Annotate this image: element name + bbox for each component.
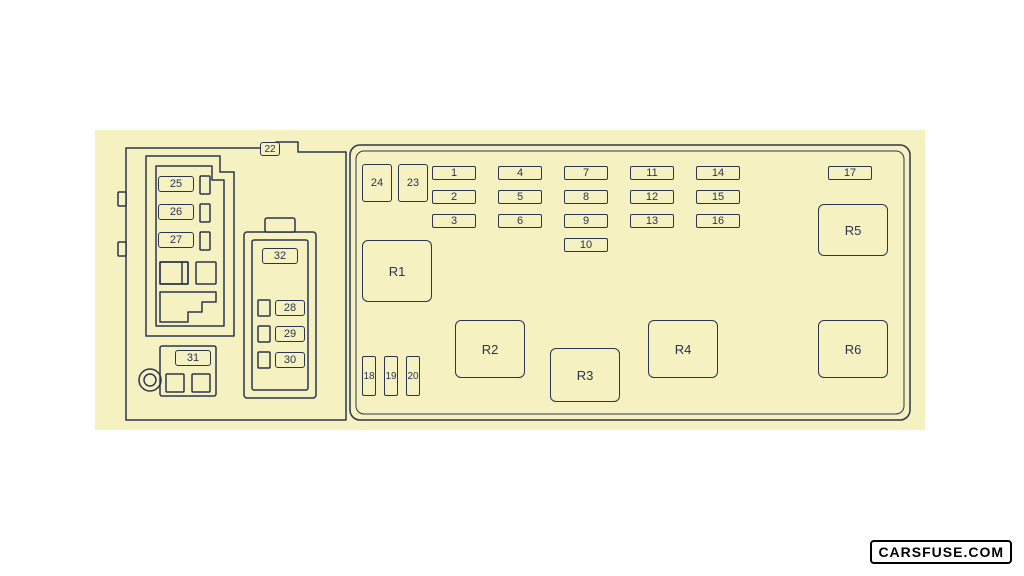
fuse-17: 17 [828,166,872,180]
diagram-svg [0,0,1024,576]
fuse-29: 29 [275,326,305,342]
fuse-5: 5 [498,190,542,204]
fuse-28: 28 [275,300,305,316]
fuse-8: 8 [564,190,608,204]
diagram-canvas: 2225262728293031322423147111417258121536… [0,0,1024,576]
fuse-11: 11 [630,166,674,180]
fuse-18: 18 [362,356,376,396]
fuse-6: 6 [498,214,542,228]
relay-R6: R6 [818,320,888,378]
fuse-23: 23 [398,164,428,202]
fuse-10: 10 [564,238,608,252]
fuse-22: 22 [260,142,280,156]
fuse-14: 14 [696,166,740,180]
fuse-19: 19 [384,356,398,396]
fuse-2: 2 [432,190,476,204]
fuse-12: 12 [630,190,674,204]
relay-R1: R1 [362,240,432,302]
fuse-30: 30 [275,352,305,368]
fuse-4: 4 [498,166,542,180]
fuse-32: 32 [262,248,298,264]
fuse-7: 7 [564,166,608,180]
fuse-25: 25 [158,176,194,192]
fuse-16: 16 [696,214,740,228]
fuse-27: 27 [158,232,194,248]
fuse-1: 1 [432,166,476,180]
fuse-13: 13 [630,214,674,228]
fuse-3: 3 [432,214,476,228]
fuse-15: 15 [696,190,740,204]
relay-R5: R5 [818,204,888,256]
watermark: CARSFUSE.COM [870,540,1012,564]
fuse-9: 9 [564,214,608,228]
relay-R3: R3 [550,348,620,402]
relay-R2: R2 [455,320,525,378]
fuse-20: 20 [406,356,420,396]
relay-R4: R4 [648,320,718,378]
fuse-31: 31 [175,350,211,366]
fuse-26: 26 [158,204,194,220]
fuse-24: 24 [362,164,392,202]
